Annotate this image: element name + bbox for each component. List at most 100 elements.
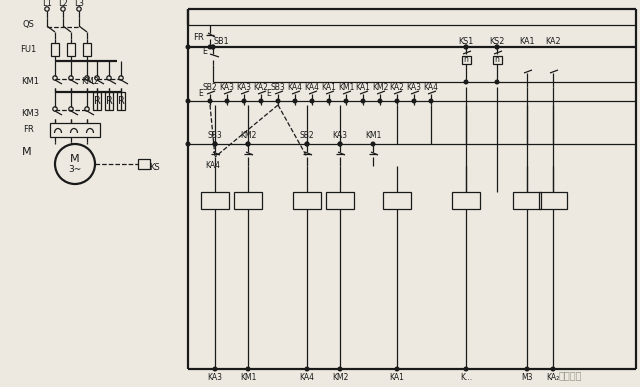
Text: KA4: KA4 xyxy=(287,82,303,91)
Circle shape xyxy=(246,367,250,371)
Bar xyxy=(326,192,354,209)
Text: KM1: KM1 xyxy=(21,77,39,87)
Bar xyxy=(201,192,229,209)
Text: KA4: KA4 xyxy=(305,82,319,91)
Text: 3~: 3~ xyxy=(68,164,82,173)
Bar xyxy=(138,159,150,169)
Circle shape xyxy=(213,142,217,146)
Text: KA1: KA1 xyxy=(321,82,337,91)
Bar xyxy=(67,43,75,56)
Bar xyxy=(462,56,471,64)
Circle shape xyxy=(338,367,342,371)
Circle shape xyxy=(344,99,348,103)
Text: M3: M3 xyxy=(521,373,532,382)
Circle shape xyxy=(464,45,468,49)
Circle shape xyxy=(495,45,499,49)
Circle shape xyxy=(495,80,499,84)
Circle shape xyxy=(525,367,529,371)
Circle shape xyxy=(213,367,217,371)
Bar xyxy=(117,92,125,110)
Text: FR: FR xyxy=(22,125,33,135)
Text: KA1: KA1 xyxy=(356,82,371,91)
Circle shape xyxy=(186,142,190,146)
Text: KA2: KA2 xyxy=(545,36,561,46)
Text: KM2: KM2 xyxy=(81,77,99,87)
Text: R: R xyxy=(118,96,124,106)
Text: KM2: KM2 xyxy=(332,373,348,382)
Circle shape xyxy=(186,45,190,49)
Circle shape xyxy=(259,99,263,103)
Circle shape xyxy=(246,142,250,146)
Circle shape xyxy=(211,45,215,49)
Text: SB2: SB2 xyxy=(203,82,218,91)
Text: KA4: KA4 xyxy=(205,161,221,171)
Text: SB1: SB1 xyxy=(214,36,230,46)
Text: KA1: KA1 xyxy=(519,36,535,46)
Text: FU1: FU1 xyxy=(20,45,36,53)
Text: KM2: KM2 xyxy=(240,132,256,140)
Text: M: M xyxy=(22,147,32,157)
Text: E: E xyxy=(267,89,271,99)
Circle shape xyxy=(293,99,297,103)
Circle shape xyxy=(495,45,499,49)
Text: KA4: KA4 xyxy=(424,82,438,91)
Circle shape xyxy=(310,99,314,103)
Circle shape xyxy=(464,80,468,84)
Text: KA3: KA3 xyxy=(237,82,252,91)
Bar xyxy=(234,192,262,209)
Text: n: n xyxy=(495,55,499,65)
Text: KA3: KA3 xyxy=(333,132,348,140)
Bar xyxy=(383,192,411,209)
Text: QS: QS xyxy=(22,21,34,29)
Circle shape xyxy=(338,142,342,146)
Text: n: n xyxy=(463,55,468,65)
Text: E: E xyxy=(202,48,207,57)
Text: E: E xyxy=(198,89,204,99)
Circle shape xyxy=(338,142,342,146)
Text: KA2: KA2 xyxy=(390,82,404,91)
Text: KA4: KA4 xyxy=(300,373,314,382)
Circle shape xyxy=(186,99,190,103)
Circle shape xyxy=(464,367,468,371)
Text: KA3: KA3 xyxy=(406,82,422,91)
Text: KS2: KS2 xyxy=(490,36,505,46)
Circle shape xyxy=(276,99,280,103)
Text: L3: L3 xyxy=(74,0,84,9)
Circle shape xyxy=(396,367,399,371)
Circle shape xyxy=(225,99,229,103)
Circle shape xyxy=(213,142,217,146)
Text: M: M xyxy=(70,154,80,164)
Circle shape xyxy=(464,45,468,49)
Text: KM2: KM2 xyxy=(372,82,388,91)
Text: K...: K... xyxy=(460,373,472,382)
Circle shape xyxy=(327,99,331,103)
Circle shape xyxy=(429,99,433,103)
Text: KS: KS xyxy=(148,163,159,171)
Text: KM3: KM3 xyxy=(21,108,39,118)
Circle shape xyxy=(208,45,212,49)
Text: R: R xyxy=(93,96,100,106)
Text: KA₂: KA₂ xyxy=(547,373,559,382)
Circle shape xyxy=(208,99,212,103)
Bar xyxy=(51,43,59,56)
Bar xyxy=(83,43,91,56)
Circle shape xyxy=(361,99,365,103)
Text: SB2: SB2 xyxy=(300,132,314,140)
Circle shape xyxy=(242,99,246,103)
Circle shape xyxy=(396,99,399,103)
Circle shape xyxy=(305,142,309,146)
Bar xyxy=(93,92,101,110)
Circle shape xyxy=(211,45,215,49)
Bar xyxy=(539,192,567,209)
Circle shape xyxy=(305,367,309,371)
Text: KA3: KA3 xyxy=(220,82,234,91)
Bar xyxy=(452,192,480,209)
Bar xyxy=(293,192,321,209)
Text: KA2: KA2 xyxy=(253,82,268,91)
Text: FR: FR xyxy=(193,34,204,43)
Circle shape xyxy=(305,142,309,146)
Circle shape xyxy=(378,99,382,103)
Text: KM1: KM1 xyxy=(240,373,256,382)
Text: R: R xyxy=(106,96,113,106)
Bar xyxy=(493,56,502,64)
